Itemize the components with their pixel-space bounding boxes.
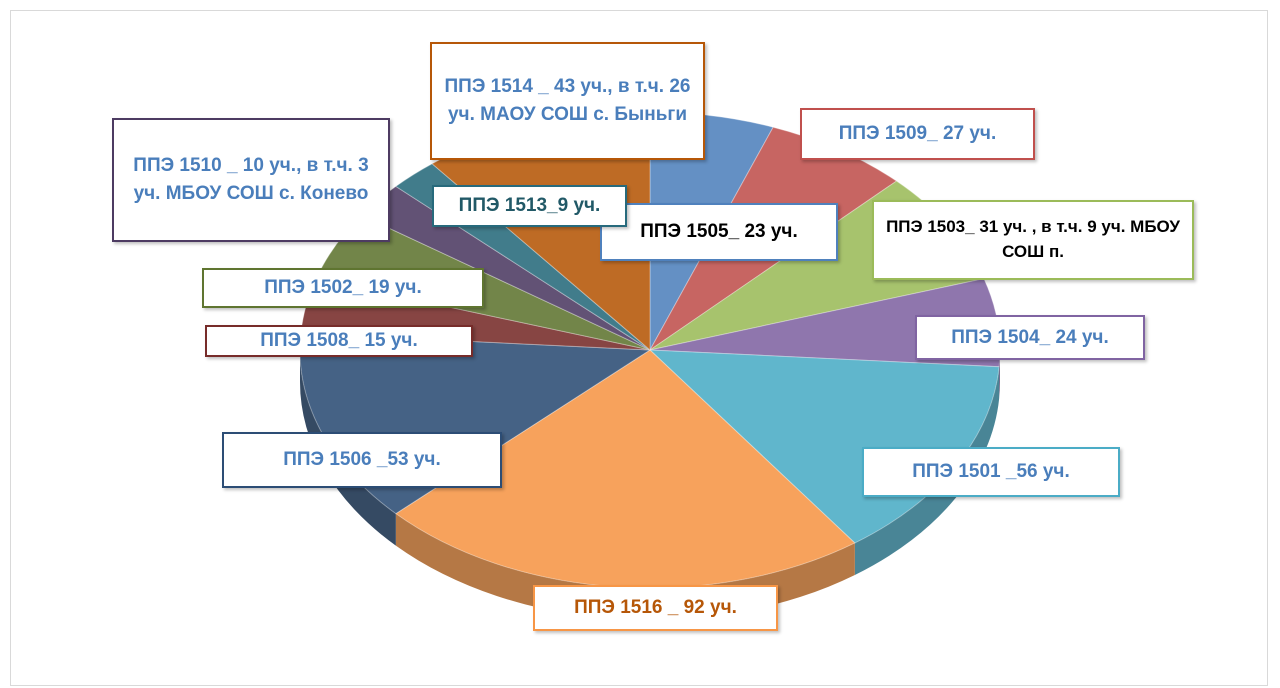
data-label: ППЭ 1508_ 15 уч.	[205, 325, 473, 357]
data-label: ППЭ 1516 _ 92 уч.	[533, 585, 778, 631]
data-label: ППЭ 1503_ 31 уч. , в т.ч. 9 уч. МБОУ СОШ…	[872, 200, 1194, 280]
pie-side	[300, 350, 396, 546]
data-label: ППЭ 1504_ 24 уч.	[915, 315, 1145, 360]
data-label: ППЭ 1514 _ 43 уч., в т.ч. 26 уч. МАОУ СО…	[430, 42, 705, 160]
data-label: ППЭ 1513_9 уч.	[432, 185, 627, 227]
data-label: ППЭ 1509_ 27 уч.	[800, 108, 1035, 160]
pie-side	[999, 350, 1000, 399]
data-label: ППЭ 1501 _56 уч.	[862, 447, 1120, 497]
chart-frame	[10, 10, 1268, 686]
data-label: ППЭ 1502_ 19 уч.	[202, 268, 484, 308]
data-label: ППЭ 1506 _53 уч.	[222, 432, 502, 488]
data-label: ППЭ 1510 _ 10 уч., в т.ч. 3 уч. МБОУ СОШ…	[112, 118, 390, 242]
pie-side	[854, 366, 1000, 575]
data-label: ППЭ 1505_ 23 уч.	[600, 203, 838, 261]
